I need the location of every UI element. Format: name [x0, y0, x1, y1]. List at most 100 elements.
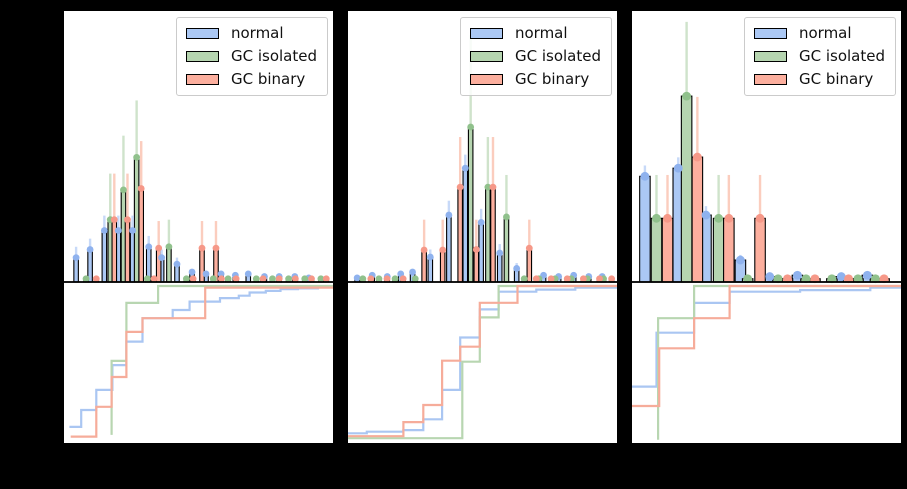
bar-marker-normal [673, 163, 683, 173]
bar-marker-gc_binary [198, 244, 206, 252]
legend-label-gc_isolated: GC isolated [798, 47, 885, 65]
bar-marker-gc_isolated [143, 275, 151, 283]
hist-bar-gc_isolated [503, 216, 510, 283]
legend-swatch-normal [185, 28, 219, 39]
legend-swatch-gc_binary [753, 74, 787, 85]
bar-marker-normal [145, 243, 153, 251]
bar-marker-gc_binary [189, 275, 197, 283]
hist-bar-normal [101, 229, 108, 283]
panel-middle: normal GC isolated GC binary [348, 11, 617, 443]
bar-marker-normal [862, 270, 872, 280]
bar-marker-gc_isolated [682, 91, 692, 101]
legend-item-gc_binary: GC binary [469, 72, 601, 87]
panel-right: normal GC isolated GC binary [632, 11, 901, 443]
bar-marker-gc_isolated [209, 275, 217, 283]
bar-marker-gc_binary [489, 183, 497, 191]
hist-bar-gc_binary [439, 249, 446, 283]
bar-marker-normal [409, 268, 416, 276]
legend-swatch-gc_isolated [469, 51, 503, 62]
bar-marker-gc_binary [322, 275, 330, 283]
cdf-line-gc_binary [348, 284, 617, 438]
hist-bar-gc_binary [754, 217, 766, 283]
bar-marker-gc_isolated [82, 275, 90, 283]
legend-swatch-gc_isolated [753, 51, 787, 62]
legend-item-gc_binary: GC binary [185, 70, 317, 88]
legend-label-normal: normal [514, 24, 568, 42]
hist-bar-gc_binary [723, 217, 735, 283]
bar-marker-gc_isolated [301, 275, 309, 283]
cdf-line-gc_isolated [110, 284, 333, 435]
bar-marker-normal [188, 268, 196, 276]
bar-marker-normal [793, 270, 802, 280]
hist-bar-gc_isolated [166, 246, 172, 283]
bar-marker-normal [701, 210, 711, 220]
bar-marker-gc_binary [547, 275, 555, 283]
bar-marker-normal [114, 227, 122, 234]
bar-marker-gc_isolated [411, 275, 419, 283]
cdf-lines [69, 284, 333, 438]
bar-marker-gc_binary [150, 275, 158, 283]
bar-marker-gc_isolated [182, 275, 190, 283]
bar-marker-gc_binary [291, 275, 299, 283]
hist-bar-normal [478, 221, 484, 283]
legend-item-normal: normal [753, 24, 885, 42]
legend-item-normal: normal [469, 24, 601, 42]
error-bars [643, 21, 762, 261]
bar-marker-gc_isolated [224, 275, 232, 283]
bar-marker-gc_isolated [827, 274, 837, 284]
legend: normal GC isolated GC binary [459, 17, 612, 96]
bar-marker-normal [129, 227, 136, 234]
bar-marker-gc_isolated [743, 274, 753, 284]
legend-swatch-normal [469, 28, 503, 39]
bar-marker-gc_binary [596, 275, 603, 283]
bar-marker-gc_binary [308, 275, 315, 283]
legend-label-normal: normal [798, 24, 852, 42]
bar-marker-normal [353, 274, 361, 282]
bar-marker-gc_isolated [165, 243, 173, 251]
bar-marker-gc_binary [367, 275, 375, 283]
hist-bar-normal [462, 167, 469, 283]
legend-label-gc_binary: GC binary [230, 70, 306, 88]
bar-marker-gc_binary [259, 275, 267, 283]
legend-swatch-gc_isolated [185, 51, 219, 62]
bar-marker-gc_binary [110, 216, 118, 224]
hist-bar-normal [427, 256, 434, 283]
hist-bar-gc_binary [490, 186, 496, 283]
bar-marker-gc_binary [692, 152, 702, 162]
bar-marker-normal [86, 246, 94, 253]
hist-bar-gc_isolated [650, 217, 663, 283]
cdf-lines [348, 284, 617, 440]
bar-marker-normal [173, 260, 181, 268]
bar-marker-normal [640, 171, 650, 181]
bar-marker-gc_isolated [317, 275, 325, 283]
bar-marker-normal [540, 271, 547, 279]
legend: normal GC isolated GC binary [175, 17, 328, 96]
bar-marker-gc_binary [155, 244, 163, 252]
bar-marker-gc_isolated [285, 275, 293, 283]
hist-bar-gc_binary [661, 217, 674, 283]
bar-marker-gc_isolated [375, 275, 383, 283]
bar-marker-gc_binary [563, 275, 571, 283]
bar-marker-normal [426, 253, 434, 261]
bar-marker-gc_binary [844, 274, 853, 284]
bar-markers [72, 153, 330, 283]
bar-marker-normal [513, 265, 521, 272]
bar-markers [640, 91, 889, 284]
legend-item-gc_isolated: GC isolated [185, 49, 317, 64]
bar-marker-gc_binary [525, 244, 533, 252]
legend-item-normal: normal [185, 24, 317, 42]
hist-bar-gc_binary [421, 249, 427, 283]
bar-marker-gc_binary [383, 275, 391, 283]
hist-bar-gc_isolated [467, 126, 474, 283]
legend-swatch-normal [753, 28, 787, 39]
bar-marker-normal [100, 227, 108, 234]
bar-marker-gc_binary [212, 244, 220, 252]
legend-label-normal: normal [230, 24, 284, 42]
bar-marker-gc_binary [724, 213, 734, 223]
bar-marker-gc_isolated [503, 213, 510, 221]
bar-marker-gc_isolated [120, 186, 127, 194]
bar-marker-normal [736, 255, 745, 265]
legend-item-gc_binary: GC binary [753, 72, 885, 87]
error-bars [422, 35, 531, 269]
